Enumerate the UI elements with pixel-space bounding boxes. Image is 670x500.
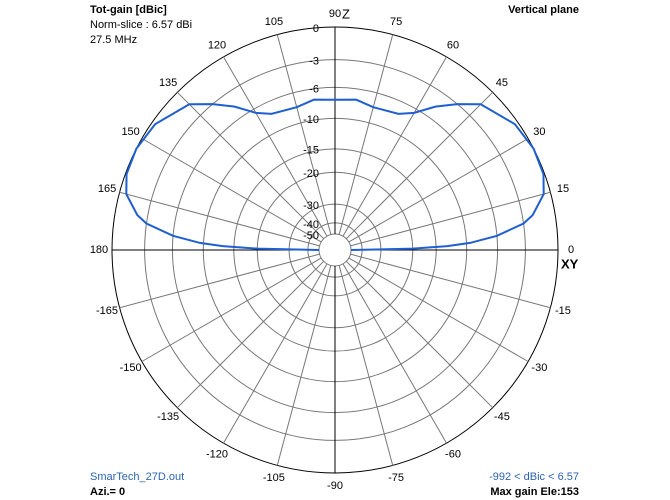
theta-tick-label: -120	[206, 448, 228, 460]
theta-tick-label: 180	[90, 244, 108, 256]
theta-tick-label: -90	[327, 480, 343, 492]
azimuth-label: Azi.= 0	[90, 486, 125, 498]
r-tick-label: -30	[303, 200, 319, 212]
grid-spoke	[338, 34, 394, 235]
theta-tick-label: -165	[96, 305, 118, 317]
theta-tick-label: 120	[208, 40, 226, 52]
grid-spoke	[176, 260, 325, 409]
theta-tick-label: 45	[496, 77, 508, 89]
r-tick-label: -15	[303, 145, 319, 157]
grid-spoke	[276, 265, 332, 466]
theta-tick-label: 60	[447, 40, 459, 52]
grid-spoke	[350, 253, 551, 309]
grid-spoke	[342, 56, 447, 237]
grid-spoke	[345, 260, 494, 409]
theta-tick-label: -75	[388, 472, 404, 484]
grid-spoke	[350, 191, 551, 247]
grid-spoke	[348, 138, 529, 243]
grid-spoke	[223, 263, 328, 444]
r-tick-label: 0	[313, 23, 319, 35]
theta-tick-label: 75	[390, 16, 402, 28]
axis-label: Z	[342, 6, 350, 21]
r-tick-label: -6	[309, 83, 319, 95]
r-tick-label: -20	[303, 168, 319, 180]
grid-spoke	[342, 263, 447, 444]
grid-spoke	[141, 257, 322, 362]
subtitle: Norm-slice : 6.57 dBi	[90, 19, 192, 31]
grid-spoke	[345, 91, 494, 240]
theta-tick-label: 15	[557, 183, 569, 195]
theta-tick-label: 105	[265, 16, 283, 28]
r-tick-label: -50	[303, 230, 319, 242]
grid-spoke	[119, 191, 320, 247]
grid-spoke	[176, 91, 325, 240]
theta-tick-label: 135	[159, 77, 177, 89]
theta-tick-label: -30	[531, 362, 547, 374]
theta-tick-label: -105	[263, 472, 285, 484]
theta-tick-label: 90	[329, 8, 341, 20]
grid-spoke	[119, 253, 320, 309]
r-tick-label: -3	[309, 56, 319, 68]
theta-tick-label: 0	[568, 244, 574, 256]
theta-tick-label: -60	[445, 448, 461, 460]
theta-tick-label: 30	[533, 126, 545, 138]
plane-label: Vertical plane	[508, 4, 579, 16]
chart-title: Tot-gain [dBic]	[90, 4, 167, 16]
grid-spoke	[223, 56, 328, 237]
grid-spoke	[276, 34, 332, 235]
axis-label: XY	[561, 256, 579, 271]
range-label: -992 < dBic < 6.57	[489, 471, 579, 483]
grid-spoke	[141, 138, 322, 243]
gain-curve	[125, 98, 545, 251]
theta-tick-label: -45	[494, 411, 510, 423]
grid-spoke	[348, 257, 529, 362]
file-label: SmarTech_27D.out	[90, 471, 184, 483]
grid-spoke	[338, 265, 394, 466]
r-tick-label: -10	[303, 114, 319, 126]
theta-tick-label: -135	[157, 411, 179, 423]
theta-tick-label: -150	[120, 362, 142, 374]
r-tick-label: -40	[303, 219, 319, 231]
subtitle: 27.5 MHz	[90, 34, 137, 46]
max-gain-label: Max gain Ele:153	[490, 486, 579, 498]
theta-tick-label: 165	[98, 183, 116, 195]
theta-tick-label: -15	[555, 305, 571, 317]
grid-circle	[318, 233, 352, 267]
theta-tick-label: 150	[121, 126, 139, 138]
